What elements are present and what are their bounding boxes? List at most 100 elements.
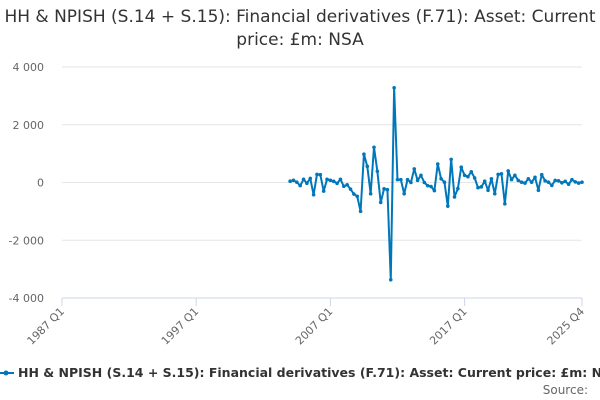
y-tick-label: 4 000 bbox=[13, 61, 45, 74]
source-label: Source: bbox=[542, 383, 588, 397]
data-point bbox=[392, 85, 396, 90]
data-point bbox=[419, 173, 423, 178]
data-point bbox=[479, 185, 484, 189]
data-point bbox=[395, 177, 400, 182]
data-point bbox=[449, 157, 453, 162]
data-point bbox=[422, 180, 427, 185]
data-point bbox=[368, 191, 373, 196]
data-point bbox=[429, 184, 433, 189]
y-tick-label: 0 bbox=[37, 177, 44, 190]
data-point bbox=[315, 172, 319, 177]
data-point bbox=[519, 180, 524, 185]
data-point bbox=[375, 169, 380, 174]
data-point bbox=[362, 152, 366, 157]
y-tick-label: -2 000 bbox=[9, 234, 44, 247]
data-point bbox=[308, 176, 313, 181]
data-point bbox=[405, 177, 410, 182]
data-point bbox=[325, 177, 329, 182]
data-point bbox=[566, 182, 571, 187]
data-point bbox=[516, 178, 521, 183]
chart-title: HH & NPISH (S.14 + S.15): Financial deri… bbox=[4, 7, 596, 50]
data-point bbox=[459, 165, 464, 169]
legend-series-symbol bbox=[0, 370, 14, 376]
data-point bbox=[301, 177, 306, 182]
data-point bbox=[388, 278, 393, 282]
data-point bbox=[553, 178, 557, 183]
data-point bbox=[573, 180, 578, 184]
data-point bbox=[352, 192, 356, 196]
x-tick-label: 1997 Q1 bbox=[159, 305, 202, 348]
data-point bbox=[496, 172, 500, 177]
data-point bbox=[526, 176, 531, 181]
data-point bbox=[533, 175, 537, 180]
data-point bbox=[456, 186, 460, 191]
data-point bbox=[409, 180, 413, 185]
legend-series-label: HH & NPISH (S.14 + S.15): Financial deri… bbox=[18, 365, 600, 380]
data-point bbox=[305, 181, 309, 186]
data-point bbox=[348, 187, 353, 191]
y-tick-label: 2 000 bbox=[13, 119, 45, 132]
data-point bbox=[536, 188, 541, 193]
data-point bbox=[576, 181, 581, 185]
data-point bbox=[382, 187, 386, 191]
data-point bbox=[546, 180, 551, 185]
data-point bbox=[372, 145, 376, 150]
data-point bbox=[523, 181, 527, 185]
data-point bbox=[472, 176, 477, 180]
data-point bbox=[539, 172, 544, 177]
y-tick-label: -4 000 bbox=[9, 292, 44, 305]
data-point bbox=[328, 178, 333, 183]
data-point bbox=[435, 162, 440, 166]
data-point bbox=[543, 178, 547, 183]
data-point bbox=[298, 183, 302, 188]
data-point bbox=[432, 188, 437, 193]
data-point bbox=[466, 174, 470, 179]
data-point bbox=[482, 179, 487, 184]
data-point bbox=[412, 167, 417, 171]
data-point bbox=[378, 200, 383, 205]
x-tick-label: 1987 Q1 bbox=[25, 305, 68, 348]
data-point bbox=[580, 180, 584, 185]
data-point bbox=[335, 181, 339, 186]
data-point bbox=[492, 191, 497, 196]
data-point bbox=[452, 195, 457, 199]
data-point bbox=[358, 209, 363, 214]
data-point bbox=[331, 179, 336, 184]
data-point bbox=[338, 177, 343, 182]
x-tick-label: 2025 Q4 bbox=[545, 305, 588, 348]
data-point bbox=[342, 184, 346, 189]
data-point bbox=[563, 179, 568, 184]
data-point bbox=[402, 191, 406, 196]
legend[interactable]: HH & NPISH (S.14 + S.15): Financial deri… bbox=[0, 365, 600, 383]
data-point bbox=[506, 169, 510, 173]
data-point bbox=[399, 177, 403, 182]
series-line bbox=[289, 86, 583, 281]
data-point bbox=[556, 178, 561, 183]
data-point bbox=[295, 180, 299, 185]
data-point bbox=[476, 185, 480, 190]
data-point bbox=[345, 183, 349, 187]
data-point bbox=[486, 188, 490, 193]
data-point bbox=[499, 172, 504, 176]
data-point bbox=[489, 176, 494, 181]
data-point bbox=[291, 178, 296, 183]
data-point bbox=[288, 179, 292, 184]
data-point bbox=[311, 192, 316, 197]
data-point bbox=[385, 187, 390, 192]
data-point bbox=[550, 183, 554, 188]
x-tick-label: 2017 Q1 bbox=[427, 305, 470, 348]
data-point bbox=[509, 177, 514, 182]
data-point bbox=[321, 189, 326, 193]
data-point bbox=[462, 173, 467, 178]
data-point bbox=[529, 180, 534, 185]
data-point bbox=[425, 183, 430, 188]
data-point bbox=[365, 164, 370, 169]
data-point bbox=[469, 170, 474, 174]
data-point bbox=[439, 176, 443, 181]
data-point bbox=[415, 178, 420, 183]
data-point bbox=[513, 173, 517, 178]
data-point bbox=[355, 194, 360, 199]
data-point bbox=[442, 180, 447, 185]
data-point bbox=[503, 202, 507, 206]
